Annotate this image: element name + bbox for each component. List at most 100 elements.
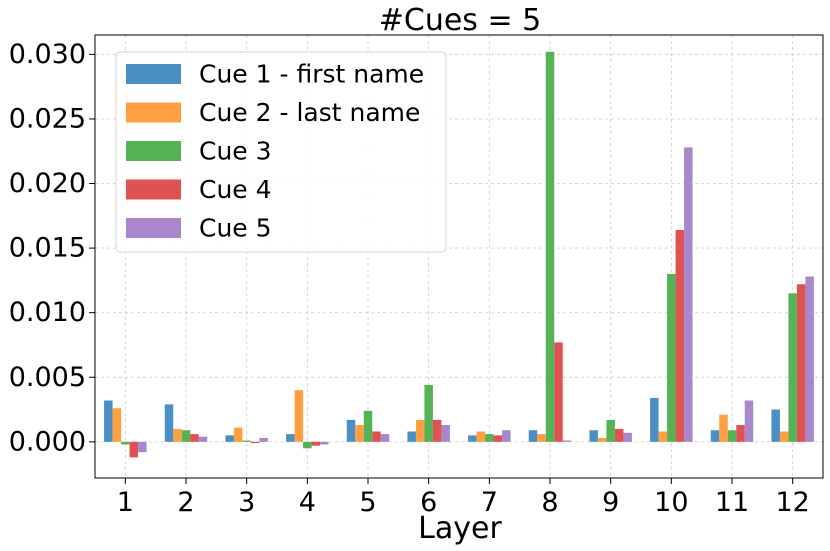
y-axis: 0.000 0.005 0.010 0.015 0.020 0.025 0.030 — [9, 39, 95, 457]
y-tick-label: 0.025 — [9, 103, 86, 134]
y-tick-label: 0.020 — [9, 168, 86, 199]
bar — [121, 441, 130, 445]
bar — [303, 441, 312, 449]
x-tick-label: 1 — [117, 487, 134, 518]
bar — [407, 431, 416, 442]
y-tick-label: 0.010 — [9, 297, 86, 328]
bar — [242, 440, 251, 442]
y-tick-label: 0.005 — [9, 362, 86, 393]
legend-label: Cue 3 — [199, 137, 272, 166]
legend-box — [115, 51, 447, 253]
legend-label: Cue 4 — [199, 175, 272, 204]
bar — [667, 273, 676, 442]
bar — [796, 284, 806, 442]
bar — [675, 230, 685, 442]
y-tick-label: 0.000 — [9, 426, 86, 457]
legend-swatch — [126, 179, 181, 200]
x-tick-label: 12 — [775, 487, 809, 518]
legend-item: Cue 5 — [126, 214, 272, 243]
legend-item: Cue 2 - last name — [126, 98, 420, 127]
bar — [441, 425, 450, 442]
x-tick-label: 5 — [359, 487, 376, 518]
bar — [164, 404, 174, 442]
bar — [744, 400, 754, 442]
bar — [736, 425, 745, 442]
bar — [259, 437, 268, 442]
bar — [129, 441, 139, 458]
legend-label: Cue 5 — [199, 214, 272, 243]
x-tick-label: 7 — [481, 487, 498, 518]
bar — [650, 397, 659, 442]
bar — [710, 430, 720, 442]
bar — [311, 441, 321, 446]
bar — [424, 385, 433, 442]
bar — [372, 431, 381, 442]
legend-label: Cue 2 - last name — [199, 98, 420, 127]
bar — [528, 430, 538, 442]
bar — [363, 410, 373, 442]
bar — [198, 436, 208, 442]
x-axis: 1 2 3 4 5 6 7 8 9 10 11 12 — [117, 478, 810, 518]
bar — [493, 435, 503, 442]
legend-label: Cue 1 - first name — [199, 60, 424, 89]
x-tick-label: 11 — [715, 487, 749, 518]
x-tick-label: 4 — [299, 487, 316, 518]
x-tick-label: 2 — [177, 487, 194, 518]
bar — [432, 419, 442, 442]
series-group — [112, 390, 789, 442]
bars-layer — [104, 51, 814, 458]
legend-swatch — [126, 218, 181, 238]
bar — [104, 400, 113, 442]
bar — [554, 342, 563, 442]
chart-title: #Cues = 5 — [379, 3, 541, 38]
bar — [545, 51, 555, 442]
bar — [805, 276, 814, 442]
series-group — [129, 230, 806, 458]
x-tick-label: 3 — [238, 487, 255, 518]
bar — [173, 428, 182, 442]
bar — [614, 428, 624, 442]
bar — [771, 409, 780, 442]
bar — [138, 441, 147, 453]
bar — [727, 430, 737, 442]
legend-swatch — [126, 102, 181, 123]
bar — [719, 414, 728, 442]
bar — [112, 408, 122, 442]
series-group — [104, 397, 780, 442]
legend: Cue 1 - first name Cue 2 - last name Cue 3… — [115, 51, 447, 253]
legend-swatch — [126, 141, 181, 161]
bar — [589, 430, 598, 442]
bar — [355, 425, 364, 442]
bar — [233, 427, 243, 442]
bar — [684, 147, 693, 442]
legend-item: Cue 3 — [126, 137, 272, 166]
bar — [788, 293, 797, 442]
x-tick-label: 10 — [654, 487, 688, 518]
bar — [250, 441, 260, 444]
legend-item: Cue 4 — [126, 175, 272, 204]
x-tick-label: 8 — [541, 487, 558, 518]
bar — [181, 430, 191, 442]
bar — [294, 390, 304, 442]
y-tick-label: 0.015 — [9, 233, 86, 264]
bar — [562, 440, 572, 442]
legend-swatch — [126, 64, 181, 84]
plot-frame — [94, 34, 824, 479]
bar — [380, 434, 390, 442]
x-tick-label: 9 — [602, 487, 619, 518]
bar — [225, 435, 234, 442]
x-tick-label: 6 — [420, 487, 437, 518]
bar — [468, 435, 477, 442]
bar — [415, 419, 425, 442]
bar — [606, 419, 615, 442]
bar — [346, 419, 356, 442]
bar — [537, 434, 546, 442]
bar — [190, 434, 199, 442]
series-group — [121, 51, 797, 449]
bar — [485, 434, 494, 442]
bar — [597, 437, 607, 442]
legend-item: Cue 1 - first name — [126, 60, 424, 89]
bar — [658, 431, 668, 442]
bar — [502, 430, 511, 442]
